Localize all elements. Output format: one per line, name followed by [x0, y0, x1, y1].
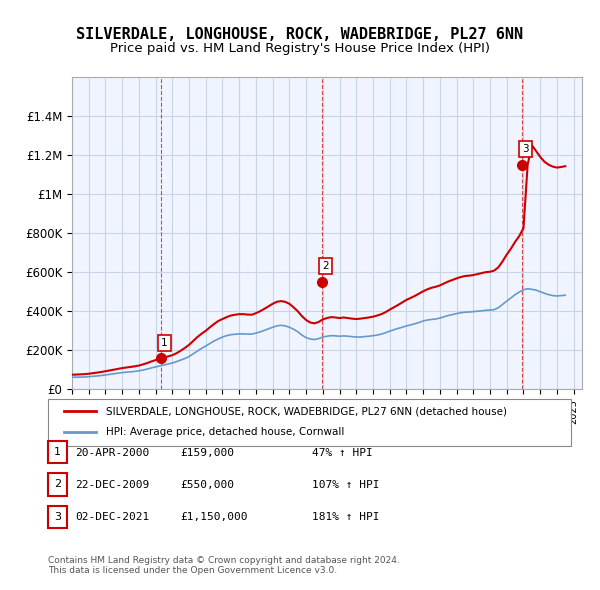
Text: Contains HM Land Registry data © Crown copyright and database right 2024.
This d: Contains HM Land Registry data © Crown c…: [48, 556, 400, 575]
Text: 1: 1: [54, 447, 61, 457]
FancyBboxPatch shape: [48, 473, 67, 496]
FancyBboxPatch shape: [48, 441, 67, 463]
FancyBboxPatch shape: [48, 506, 67, 528]
Text: Price paid vs. HM Land Registry's House Price Index (HPI): Price paid vs. HM Land Registry's House …: [110, 42, 490, 55]
Text: 3: 3: [54, 512, 61, 522]
FancyBboxPatch shape: [48, 399, 571, 446]
Text: SILVERDALE, LONGHOUSE, ROCK, WADEBRIDGE, PL27 6NN: SILVERDALE, LONGHOUSE, ROCK, WADEBRIDGE,…: [76, 27, 524, 41]
Text: £159,000: £159,000: [180, 448, 234, 457]
Text: 02-DEC-2021: 02-DEC-2021: [75, 513, 149, 522]
Text: 107% ↑ HPI: 107% ↑ HPI: [312, 480, 380, 490]
Text: SILVERDALE, LONGHOUSE, ROCK, WADEBRIDGE, PL27 6NN (detached house): SILVERDALE, LONGHOUSE, ROCK, WADEBRIDGE,…: [106, 407, 507, 417]
Text: £550,000: £550,000: [180, 480, 234, 490]
Text: HPI: Average price, detached house, Cornwall: HPI: Average price, detached house, Corn…: [106, 427, 344, 437]
Text: 20-APR-2000: 20-APR-2000: [75, 448, 149, 457]
Text: 181% ↑ HPI: 181% ↑ HPI: [312, 513, 380, 522]
Text: 47% ↑ HPI: 47% ↑ HPI: [312, 448, 373, 457]
Text: 2: 2: [323, 261, 329, 271]
Text: 3: 3: [522, 144, 529, 154]
Text: 1: 1: [161, 337, 167, 348]
Text: £1,150,000: £1,150,000: [180, 513, 248, 522]
Text: 22-DEC-2009: 22-DEC-2009: [75, 480, 149, 490]
Text: 2: 2: [54, 480, 61, 489]
